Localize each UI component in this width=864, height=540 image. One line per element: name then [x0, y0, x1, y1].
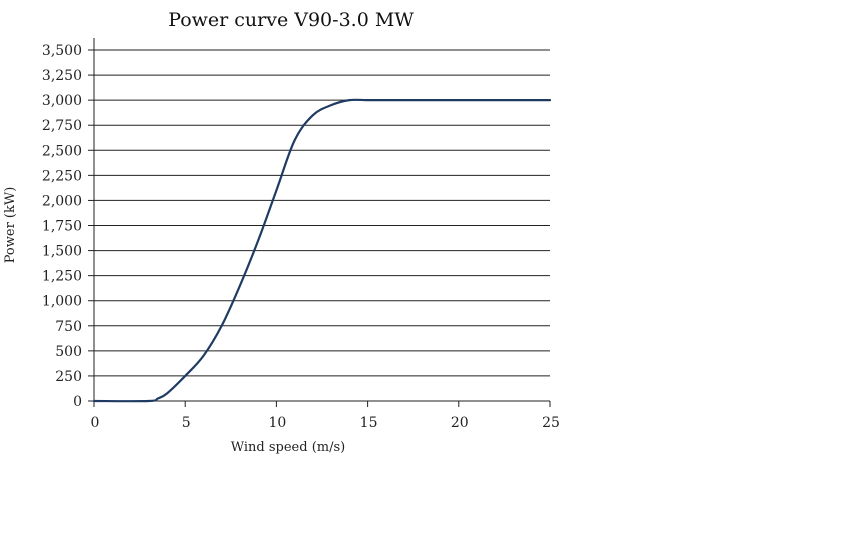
y-tick-label: 2,000: [42, 193, 82, 209]
y-tick-label: 1,250: [42, 269, 82, 285]
y-tick-label: 0: [73, 394, 82, 410]
y-tick-labels: 0 250 500 750 1,000 1,250 1,500 1,750 2,000 2,250…: [42, 43, 82, 410]
x-tick-label: 5: [182, 415, 191, 431]
x-tick-label: 20: [451, 415, 469, 431]
y-tick-label: 2,500: [42, 143, 82, 159]
y-tick-label: 2,750: [42, 118, 82, 134]
x-axis-label: Wind speed (m/s): [231, 440, 345, 455]
y-tick-label: 3,250: [42, 68, 82, 84]
y-tick-label: 3,000: [42, 93, 82, 109]
x-tick-labels: 0 5 10 15 20 25: [91, 415, 560, 431]
y-axis-label: Power (kW): [3, 187, 18, 264]
y-tick-label: 3,500: [42, 43, 82, 59]
y-tick-label: 1,000: [42, 294, 82, 310]
y-tick-label: 2,250: [42, 168, 82, 184]
x-tick-label: 10: [268, 415, 286, 431]
y-tick-label: 1,750: [42, 219, 82, 235]
x-tick-label: 15: [360, 415, 378, 431]
y-tick-label: 250: [55, 369, 82, 385]
x-tick-label: 25: [542, 415, 560, 431]
gridlines: [88, 49, 551, 407]
power-curve-line: [92, 98, 552, 403]
y-tick-label: 1,500: [42, 244, 82, 260]
chart-title: Power curve V90-3.0 MW: [168, 9, 414, 31]
y-tick-label: 750: [55, 319, 82, 335]
y-tick-label: 500: [55, 344, 82, 360]
series-layer: [92, 98, 552, 403]
x-tick-label: 0: [91, 415, 100, 431]
